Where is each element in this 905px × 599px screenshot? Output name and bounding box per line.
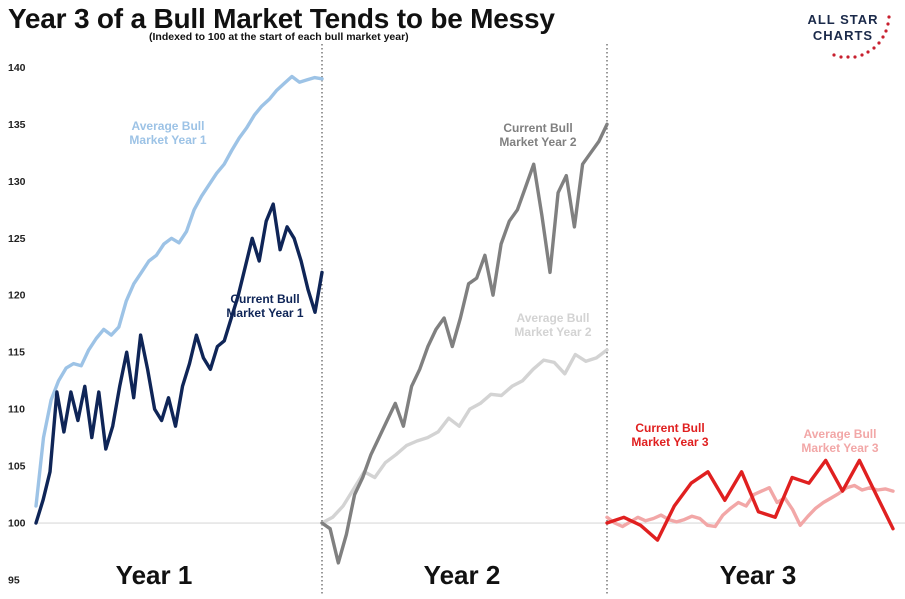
series-label-average-bull-market-year-3: Average Bull	[804, 427, 877, 441]
y-tick-label: 125	[8, 233, 26, 245]
series-label-current-bull-market-year-3: Current Bull	[635, 421, 704, 435]
panel-label-year-2: Year 2	[424, 560, 501, 590]
series-line-current-bull-market-year-2	[320, 122, 609, 565]
series-label-average-bull-market-year-2: Market Year 2	[514, 325, 591, 339]
chart-title: Year 3 of a Bull Market Tends to be Mess…	[8, 3, 555, 34]
y-tick-label: 95	[8, 575, 20, 587]
series-label-average-bull-market-year-2: Average Bull	[517, 311, 590, 325]
series-label-average-bull-market-year-1: Market Year 1	[129, 133, 206, 147]
logo-dots-icon	[832, 15, 891, 59]
y-tick-label: 120	[8, 290, 26, 302]
logo-text-line1: ALL STAR	[807, 12, 879, 27]
series-label-current-bull-market-year-3: Market Year 3	[631, 435, 708, 449]
series-line-current-bull-market-year-3	[605, 458, 895, 542]
series-label-current-bull-market-year-1: Market Year 1	[226, 306, 303, 320]
series-label-current-bull-market-year-2: Market Year 2	[499, 135, 576, 149]
series-line-average-bull-market-year-2	[320, 348, 609, 525]
chart-subtitle: (Indexed to 100 at the start of each bul…	[149, 31, 409, 43]
y-tick-label: 100	[8, 518, 26, 530]
series-label-current-bull-market-year-2: Current Bull	[503, 121, 572, 135]
logo-text-line2: CHARTS	[812, 28, 874, 43]
panel-label-year-3: Year 3	[720, 560, 797, 590]
y-tick-label: 135	[8, 119, 26, 131]
y-tick-label: 130	[8, 176, 26, 188]
series-label-average-bull-market-year-3: Market Year 3	[801, 441, 878, 455]
series-line-current-bull-market-year-1	[34, 202, 324, 525]
series-label-current-bull-market-year-1: Current Bull	[230, 292, 299, 306]
panel-label-year-1: Year 1	[116, 560, 193, 590]
all-star-charts-logo: ALL STAR CHARTS	[800, 7, 898, 65]
y-tick-label: 110	[8, 404, 25, 416]
y-tick-label: 140	[8, 62, 26, 74]
series-line-average-bull-market-year-1	[34, 74, 324, 508]
y-tick-label: 105	[8, 461, 26, 473]
y-tick-label: 115	[8, 347, 25, 359]
series-label-average-bull-market-year-1: Average Bull	[132, 119, 205, 133]
